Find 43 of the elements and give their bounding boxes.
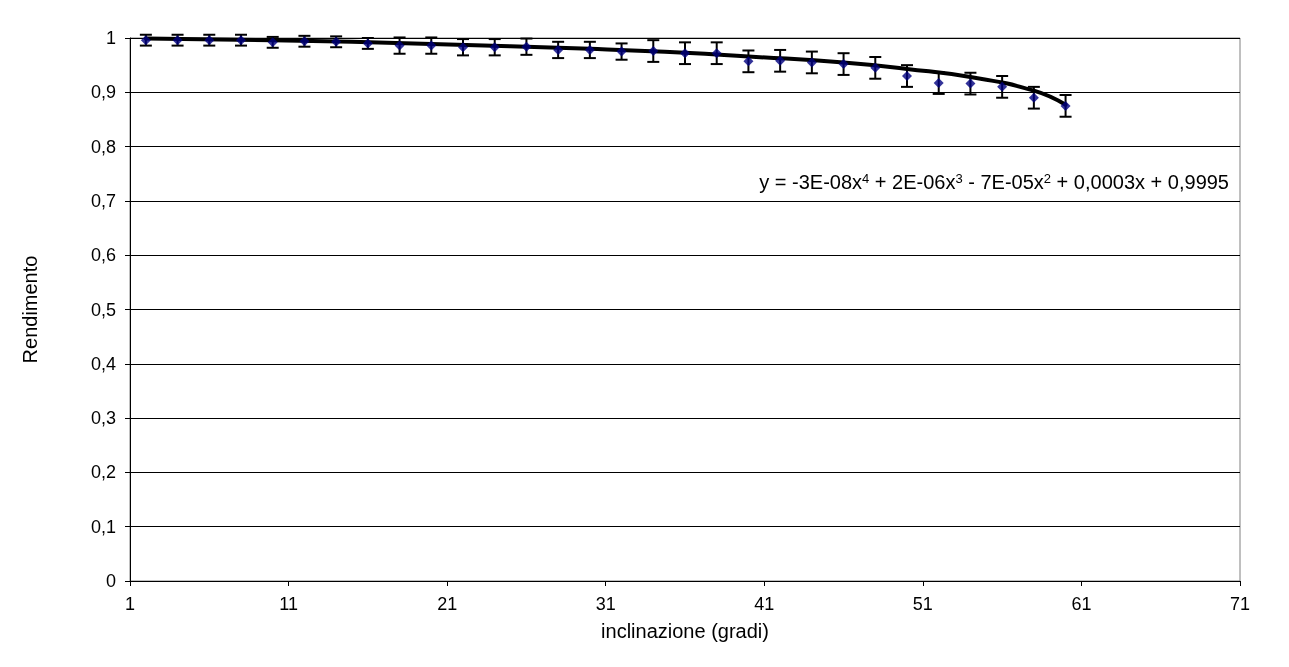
point <box>1060 100 1071 111</box>
x-tick-label: 51 <box>912 594 933 614</box>
point <box>838 59 849 70</box>
point <box>553 44 564 55</box>
point <box>489 42 500 53</box>
point <box>1028 92 1039 103</box>
y-tick-label: 0,1 <box>90 516 116 537</box>
point <box>426 40 437 51</box>
x-tick-label: 21 <box>437 594 458 614</box>
point <box>584 44 595 55</box>
x-tick-label: 61 <box>1071 594 1092 614</box>
point <box>870 62 881 73</box>
point <box>680 48 690 59</box>
point <box>997 81 1008 92</box>
point <box>775 55 786 66</box>
y-tick-label: 0,8 <box>90 136 116 157</box>
point <box>521 41 532 52</box>
y-tick-label: 0 <box>105 571 116 591</box>
point <box>902 71 912 82</box>
y-tick-label: 0,4 <box>90 353 116 374</box>
point <box>933 78 944 89</box>
point <box>394 40 405 51</box>
x-axis-title: inclinazione (gradi) <box>601 620 769 642</box>
y-tick-label: 1 <box>105 28 116 48</box>
point <box>743 56 754 67</box>
y-tick-label: 0,6 <box>90 245 116 266</box>
y-tick-label: 0,5 <box>90 299 116 320</box>
y-tick-label: 0,7 <box>90 190 116 211</box>
x-tick-label: 11 <box>279 594 298 614</box>
y-tick-label: 0,3 <box>90 408 116 429</box>
x-tick-label: 41 <box>754 594 775 614</box>
point <box>616 46 627 57</box>
x-tick-label: 1 <box>124 594 136 614</box>
y-tick-label: 0,9 <box>90 82 116 103</box>
point <box>648 46 659 57</box>
x-tick-label: 71 <box>1229 594 1251 614</box>
point <box>806 57 817 68</box>
x-tick-label: 31 <box>595 594 616 614</box>
point <box>711 48 722 59</box>
point <box>965 78 976 89</box>
y-tick-label: 0,2 <box>90 462 116 483</box>
y-axis-title: Rendimento <box>19 255 41 364</box>
point <box>458 42 468 53</box>
